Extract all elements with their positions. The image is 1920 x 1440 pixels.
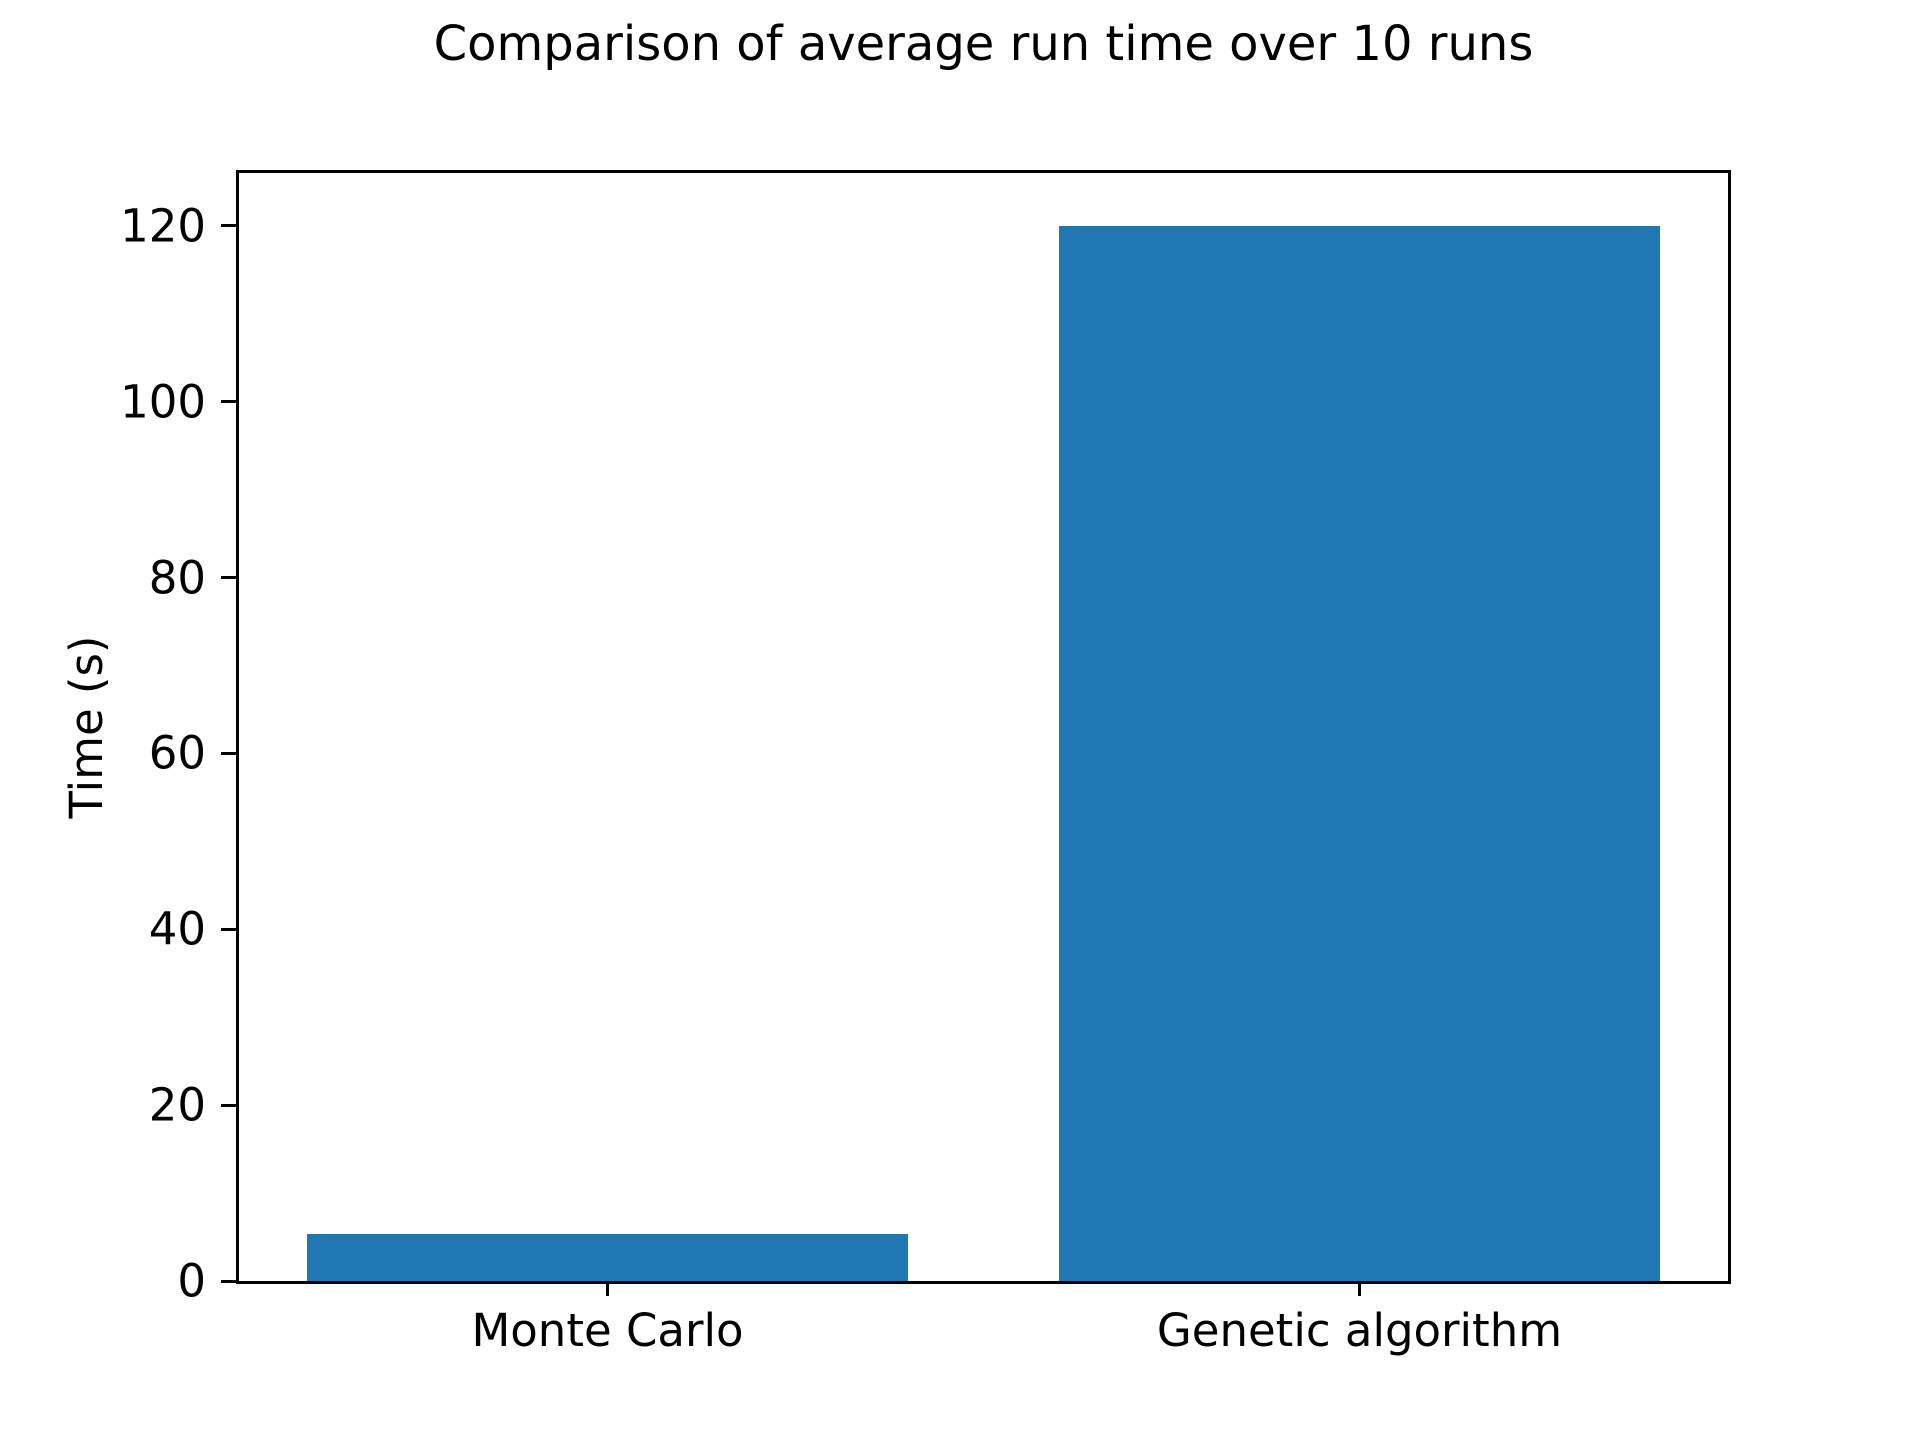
- x-tick-label: Monte Carlo: [471, 1304, 744, 1357]
- bar-genetic-algorithm: [1058, 225, 1661, 1281]
- y-tick-label: 20: [148, 1078, 206, 1132]
- x-tick-mark: [605, 1281, 609, 1296]
- y-tick-label: 60: [148, 726, 206, 780]
- y-tick-mark: [221, 1279, 236, 1283]
- y-tick-mark: [221, 224, 236, 228]
- x-tick-mark: [1358, 1281, 1361, 1296]
- bar-monte-carlo: [306, 1233, 909, 1281]
- y-tick-mark: [221, 751, 236, 755]
- y-tick-mark: [221, 1103, 236, 1107]
- chart-title: Comparison of average run time over 10 r…: [433, 16, 1534, 72]
- x-tick-label: Genetic algorithm: [1156, 1304, 1563, 1357]
- y-tick-mark: [221, 576, 236, 579]
- y-tick-label: 120: [120, 199, 206, 253]
- y-tick-label: 80: [148, 551, 206, 604]
- y-tick-label: 100: [120, 375, 206, 429]
- y-tick-label: 40: [148, 902, 206, 956]
- y-tick-label: 0: [177, 1254, 206, 1308]
- y-tick-mark: [221, 400, 236, 404]
- y-tick-mark: [221, 927, 236, 931]
